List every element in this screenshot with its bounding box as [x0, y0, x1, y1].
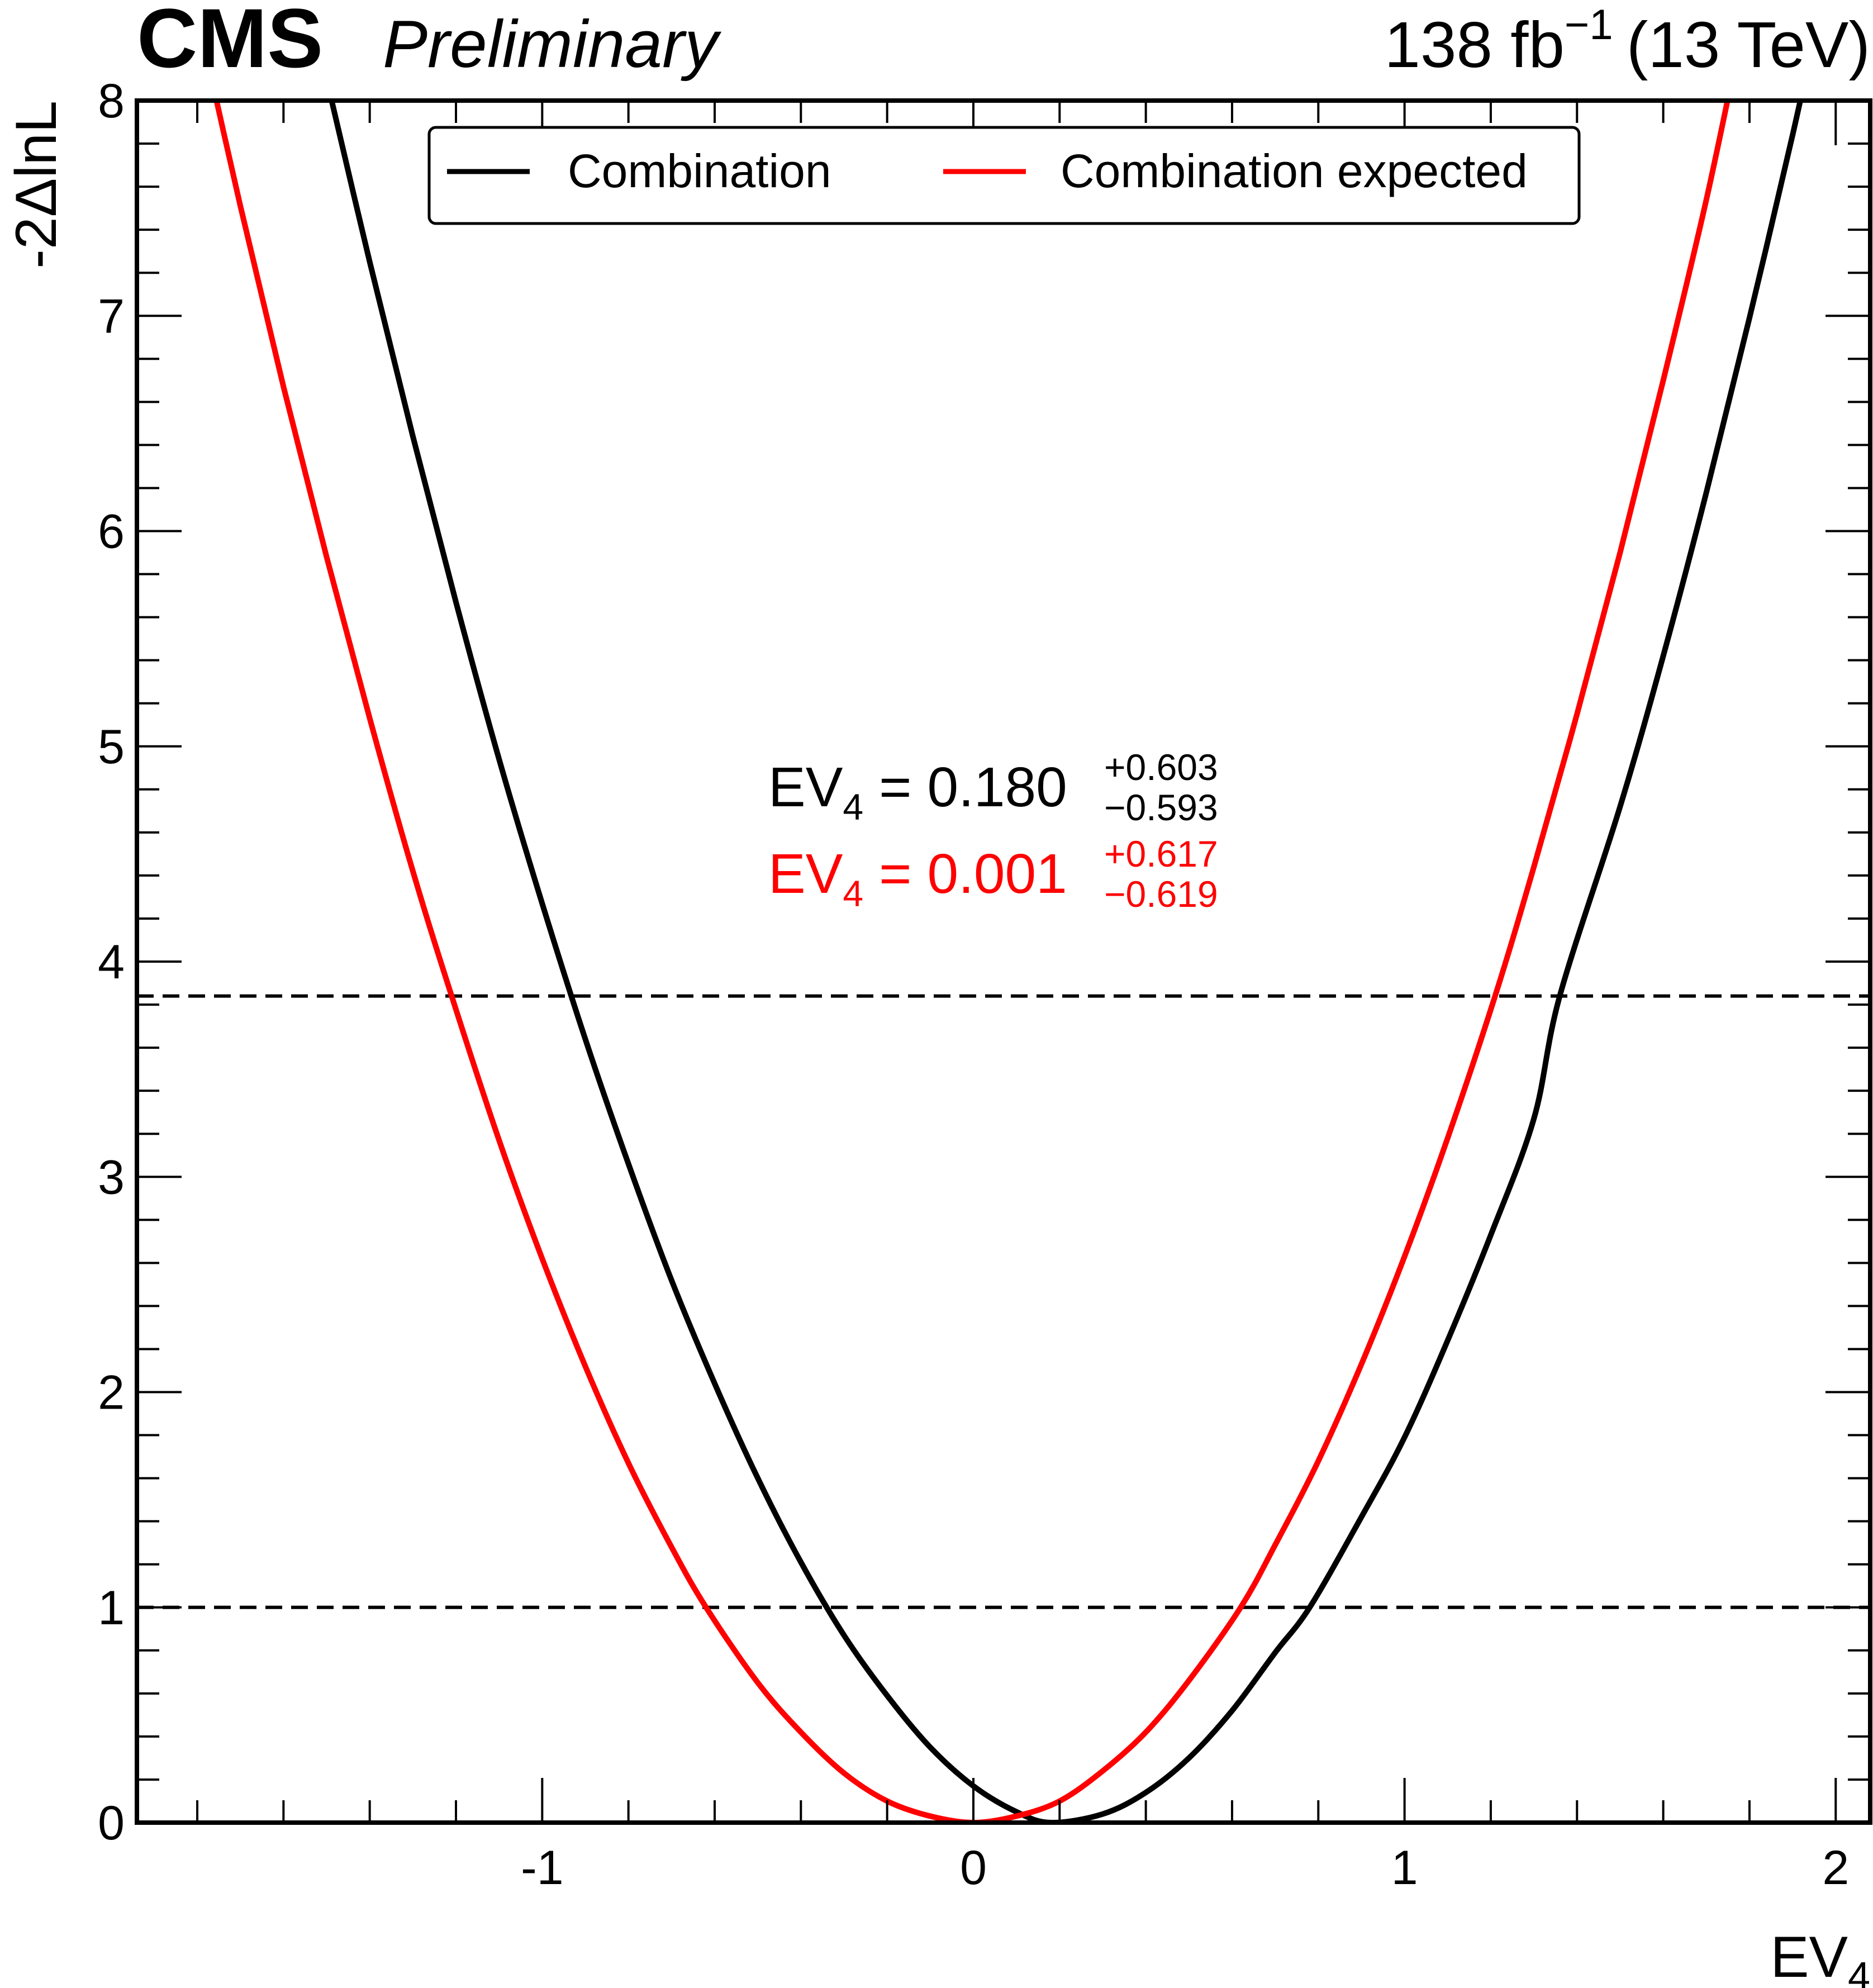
- status-label: Preliminary: [383, 7, 722, 82]
- x-axis-title: EV4: [1770, 1925, 1870, 1988]
- expected-value: 0.001: [928, 843, 1067, 905]
- observed-value: 0.180: [928, 756, 1067, 819]
- observed-sub: 4: [843, 786, 863, 827]
- observed-result: EV4 = 0.180: [768, 756, 1067, 827]
- legend: Combination Combination expected: [427, 126, 1581, 225]
- luminosity-label: 138 fb−1 (13 TeV): [1385, 1, 1870, 81]
- series-line-combination: [329, 101, 1804, 1823]
- observed-minus: −0.593: [1104, 787, 1218, 828]
- observed-lhs: EV: [768, 756, 843, 819]
- x-tick-label: 1: [1391, 1841, 1418, 1895]
- y-tick-label: 3: [98, 1150, 125, 1204]
- experiment-label: CMS: [137, 0, 323, 85]
- luminosity-exponent: −1: [1565, 1, 1613, 49]
- x-tick-label: 0: [960, 1841, 987, 1895]
- expected-annotation: EV4 = 0.001 +0.617 −0.619: [768, 833, 1218, 915]
- expected-sub: 4: [843, 873, 863, 914]
- expected-result: EV4 = 0.001: [768, 843, 1067, 914]
- observed-plus: +0.603: [1104, 746, 1218, 788]
- energy-label: (13 TeV): [1627, 8, 1870, 81]
- y-tick-label: 4: [98, 935, 125, 989]
- axis-ticks: -1 0 1 2 0 1 2 3 4 5 6 7 8: [98, 74, 1870, 1895]
- observed-annotation: EV4 = 0.180 +0.603 −0.593: [768, 746, 1218, 828]
- observed-eq: =: [879, 756, 911, 819]
- y-tick-label: 5: [98, 720, 125, 774]
- y-axis-title: -2ΔlnL: [4, 101, 69, 269]
- x-tick-label: 2: [1822, 1841, 1849, 1895]
- series-layer: [213, 101, 1804, 1823]
- legend-box: [427, 126, 1581, 225]
- y-tick-label: 7: [98, 289, 125, 343]
- luminosity-value: 138 fb: [1385, 8, 1565, 81]
- y-tick-label: 8: [98, 74, 125, 128]
- series-line-combination-expected: [213, 101, 1731, 1823]
- x-axis-title-main: EV: [1770, 1925, 1848, 1988]
- y-tick-label: 1: [98, 1581, 125, 1635]
- x-axis-title-sub: 4: [1848, 1954, 1870, 1988]
- legend-label-expected: Combination expected: [1061, 145, 1528, 197]
- legend-label-combination: Combination: [568, 145, 831, 197]
- expected-eq: =: [879, 843, 911, 905]
- y-tick-label: 0: [98, 1796, 125, 1850]
- expected-lhs: EV: [768, 843, 843, 905]
- expected-plus: +0.617: [1104, 833, 1218, 874]
- y-tick-label: 2: [98, 1366, 125, 1420]
- x-tick-label: -1: [521, 1841, 563, 1895]
- plot-frame: [135, 98, 1872, 1825]
- expected-minus: −0.619: [1104, 873, 1218, 915]
- y-tick-label: 6: [98, 505, 125, 559]
- reference-lines: [137, 994, 1870, 1609]
